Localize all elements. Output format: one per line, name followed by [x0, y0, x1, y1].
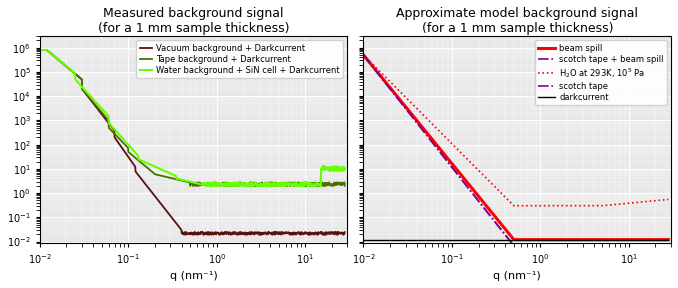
H$_2$O at 293K, 10$^5$ Pa [359, 53, 367, 57]
scotch tape [554, 256, 562, 259]
Vacuum background + Darkcurrent [340, 230, 348, 234]
beam spill [545, 238, 553, 241]
H$_2$O at 293K, 10$^5$ Pa [591, 204, 599, 207]
Line: scotch tape: scotch tape [363, 55, 669, 258]
Water background + SiN cell + Darkcurrent [221, 184, 229, 187]
Vacuum background + Darkcurrent [54, 58, 62, 62]
scotch tape [378, 77, 386, 80]
darkcurrent [544, 238, 553, 241]
Legend: Vacuum background + Darkcurrent, Tape background + Darkcurrent, Water background: Vacuum background + Darkcurrent, Tape ba… [136, 40, 343, 78]
Tape background + Darkcurrent [221, 184, 229, 188]
Tape background + Darkcurrent [36, 48, 44, 52]
scotch tape [591, 256, 599, 259]
darkcurrent [664, 238, 673, 241]
beam spill [359, 53, 367, 57]
scotch tape + beam spill [520, 257, 528, 260]
Tape background + Darkcurrent [340, 184, 348, 187]
Line: beam spill: beam spill [363, 55, 669, 240]
scotch tape + beam spill [622, 257, 631, 260]
Water background + SiN cell + Darkcurrent [213, 183, 221, 187]
scotch tape + beam spill [359, 53, 367, 57]
scotch tape + beam spill [554, 257, 562, 260]
Water background + SiN cell + Darkcurrent [54, 58, 62, 61]
Tape background + Darkcurrent [267, 182, 275, 185]
scotch tape [545, 256, 553, 259]
Vacuum background + Darkcurrent [221, 231, 229, 234]
scotch tape [520, 257, 528, 260]
Title: Measured background signal
(for a 1 mm sample thickness): Measured background signal (for a 1 mm s… [98, 7, 290, 35]
beam spill [537, 238, 545, 241]
Vacuum background + Darkcurrent [299, 232, 307, 236]
X-axis label: q (nm⁻¹): q (nm⁻¹) [494, 271, 541, 281]
darkcurrent [378, 238, 386, 241]
scotch tape + beam spill [545, 257, 553, 260]
Water background + SiN cell + Darkcurrent [213, 185, 221, 188]
H$_2$O at 293K, 10$^5$ Pa [545, 204, 553, 207]
Water background + SiN cell + Darkcurrent [299, 181, 307, 185]
scotch tape + beam spill [378, 77, 386, 80]
Water background + SiN cell + Darkcurrent [231, 184, 239, 187]
Title: Approximate model background signal
(for a 1 mm sample thickness): Approximate model background signal (for… [396, 7, 638, 35]
X-axis label: q (nm⁻¹): q (nm⁻¹) [170, 271, 218, 281]
H$_2$O at 293K, 10$^5$ Pa [554, 204, 562, 207]
scotch tape + beam spill [664, 257, 673, 260]
scotch tape + beam spill [591, 257, 599, 260]
scotch tape [537, 256, 545, 259]
beam spill [510, 238, 518, 241]
Line: Vacuum background + Darkcurrent: Vacuum background + Darkcurrent [40, 50, 344, 235]
Tape background + Darkcurrent [54, 58, 62, 62]
H$_2$O at 293K, 10$^5$ Pa [537, 204, 545, 207]
darkcurrent [359, 238, 367, 241]
darkcurrent [554, 238, 562, 241]
Vacuum background + Darkcurrent [36, 48, 44, 52]
darkcurrent [622, 238, 630, 241]
Tape background + Darkcurrent [231, 184, 239, 187]
beam spill [554, 238, 562, 241]
beam spill [591, 238, 599, 241]
Water background + SiN cell + Darkcurrent [267, 182, 275, 185]
Vacuum background + Darkcurrent [267, 231, 275, 234]
beam spill [664, 238, 673, 241]
Vacuum background + Darkcurrent [257, 233, 265, 236]
Vacuum background + Darkcurrent [213, 231, 221, 234]
darkcurrent [536, 238, 544, 241]
H$_2$O at 293K, 10$^5$ Pa [622, 202, 631, 205]
scotch tape [664, 256, 673, 259]
H$_2$O at 293K, 10$^5$ Pa [664, 198, 673, 201]
scotch tape [622, 256, 631, 259]
Tape background + Darkcurrent [213, 184, 221, 187]
H$_2$O at 293K, 10$^5$ Pa [510, 204, 518, 207]
beam spill [622, 238, 631, 241]
Line: scotch tape + beam spill: scotch tape + beam spill [363, 55, 669, 259]
scotch tape + beam spill [537, 257, 545, 260]
Vacuum background + Darkcurrent [230, 231, 238, 234]
Water background + SiN cell + Darkcurrent [36, 48, 44, 52]
beam spill [378, 76, 386, 80]
Legend: beam spill, scotch tape + beam spill, H$_2$O at 293K, 10$^5$ Pa, scotch tape, da: beam spill, scotch tape + beam spill, H$… [535, 40, 667, 105]
Line: Tape background + Darkcurrent: Tape background + Darkcurrent [40, 50, 344, 186]
H$_2$O at 293K, 10$^5$ Pa [378, 72, 386, 75]
Line: H$_2$O at 293K, 10$^5$ Pa: H$_2$O at 293K, 10$^5$ Pa [363, 55, 669, 206]
darkcurrent [591, 238, 599, 241]
scotch tape [359, 53, 367, 57]
Water background + SiN cell + Darkcurrent [340, 168, 348, 172]
Line: Water background + SiN cell + Darkcurrent: Water background + SiN cell + Darkcurren… [40, 50, 344, 186]
Tape background + Darkcurrent [299, 184, 307, 187]
Tape background + Darkcurrent [207, 185, 215, 188]
